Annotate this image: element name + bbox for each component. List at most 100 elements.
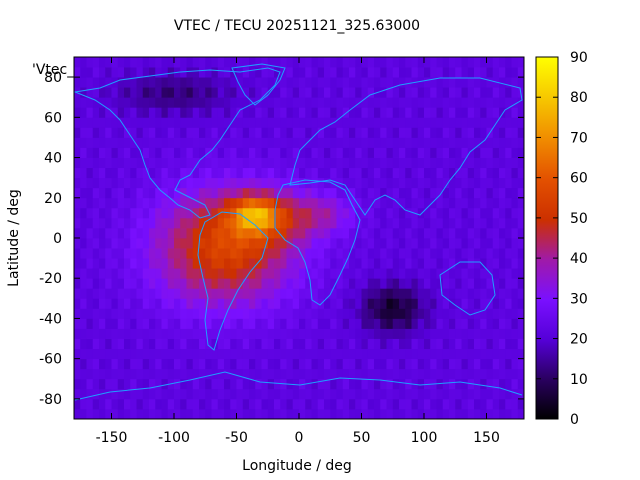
heatmap-cell	[249, 268, 256, 279]
heatmap-cell	[186, 408, 194, 420]
heatmap-cell	[374, 157, 381, 169]
heatmap-cell	[217, 167, 225, 179]
heatmap-cell	[317, 268, 325, 279]
heatmap-cell	[255, 358, 262, 370]
heatmap-cell	[430, 368, 437, 380]
heatmap-cell	[174, 378, 181, 390]
heatmap-cell	[386, 268, 394, 279]
heatmap-cell	[167, 278, 175, 289]
heatmap-cell	[267, 318, 275, 329]
heatmap-cell	[342, 67, 350, 78]
heatmap-cell	[167, 338, 175, 350]
heatmap-cell	[261, 207, 269, 219]
heatmap-cell	[249, 197, 256, 209]
heatmap-cell	[511, 137, 519, 148]
heatmap-cell	[292, 268, 300, 279]
heatmap-cell	[449, 227, 456, 239]
heatmap-cell	[311, 308, 319, 319]
heatmap-cell	[249, 298, 256, 309]
heatmap-cell	[286, 137, 294, 148]
heatmap-cell	[317, 368, 325, 380]
heatmap-cell	[361, 167, 369, 179]
heatmap-cell	[205, 338, 212, 350]
heatmap-cell	[399, 288, 406, 299]
heatmap-cell	[92, 157, 100, 169]
heatmap-cell	[236, 388, 244, 400]
heatmap-cell	[499, 328, 506, 339]
heatmap-cell	[117, 308, 125, 319]
heatmap-cell	[330, 268, 337, 279]
heatmap-cell	[424, 197, 431, 209]
heatmap-cell	[167, 358, 175, 370]
heatmap-cell	[417, 217, 425, 229]
heatmap-cell	[480, 57, 487, 68]
heatmap-cell	[399, 268, 406, 279]
heatmap-cell	[349, 258, 356, 269]
heatmap-cell	[499, 147, 506, 158]
heatmap-cell	[192, 107, 200, 118]
heatmap-cell	[105, 348, 112, 360]
heatmap-cell	[492, 207, 500, 219]
heatmap-cell	[299, 217, 306, 229]
heatmap-cell	[417, 127, 425, 138]
heatmap-cell	[230, 77, 237, 88]
heatmap-cell	[74, 308, 81, 319]
heatmap-cell	[311, 147, 319, 158]
heatmap-cell	[161, 298, 169, 309]
heatmap-cell	[167, 398, 175, 410]
heatmap-cell	[455, 177, 462, 189]
heatmap-cell	[92, 87, 100, 98]
heatmap-cell	[361, 197, 369, 209]
heatmap-cell	[130, 238, 137, 249]
heatmap-cell	[174, 348, 181, 360]
heatmap-cell	[255, 268, 262, 279]
heatmap-cell	[436, 187, 444, 199]
heatmap-cell	[180, 368, 187, 380]
heatmap-cell	[411, 348, 419, 360]
heatmap-cell	[292, 57, 300, 68]
heatmap-cell	[380, 348, 387, 360]
heatmap-cell	[217, 107, 225, 118]
heatmap-cell	[374, 328, 381, 339]
heatmap-cell	[267, 187, 275, 199]
heatmap-cell	[392, 127, 400, 138]
heatmap-cell	[142, 187, 150, 199]
heatmap-cell	[517, 137, 525, 148]
heatmap-cell	[111, 278, 119, 289]
heatmap-cell	[299, 288, 306, 299]
heatmap-cell	[286, 107, 294, 118]
heatmap-cell	[405, 398, 412, 410]
heatmap-cell	[405, 87, 412, 98]
heatmap-cell	[242, 67, 250, 78]
heatmap-cell	[380, 238, 387, 249]
heatmap-cell	[480, 137, 487, 148]
heatmap-cell	[174, 338, 181, 350]
heatmap-cell	[86, 368, 94, 380]
heatmap-cell	[199, 388, 206, 400]
heatmap-cell	[249, 358, 256, 370]
heatmap-cell	[255, 147, 262, 158]
heatmap-cell	[192, 117, 200, 128]
heatmap-cell	[467, 368, 475, 380]
heatmap-cell	[199, 187, 206, 199]
heatmap-cell	[361, 238, 369, 249]
heatmap-cell	[305, 388, 312, 400]
heatmap-cell	[380, 137, 387, 148]
heatmap-cell	[517, 117, 525, 128]
heatmap-cell	[405, 227, 412, 239]
heatmap-cell	[80, 137, 87, 148]
heatmap-cell	[455, 137, 462, 148]
heatmap-cell	[505, 217, 512, 229]
heatmap-cell	[411, 238, 419, 249]
heatmap-cell	[461, 147, 469, 158]
heatmap-cell	[299, 207, 306, 219]
heatmap-cell	[224, 388, 231, 400]
heatmap-cell	[249, 288, 256, 299]
heatmap-cell	[486, 207, 494, 219]
heatmap-cell	[411, 398, 419, 410]
heatmap-cell	[174, 77, 181, 88]
heatmap-cell	[242, 197, 250, 209]
heatmap-cell	[230, 97, 237, 108]
heatmap-cell	[80, 328, 87, 339]
heatmap-cell	[149, 258, 156, 269]
